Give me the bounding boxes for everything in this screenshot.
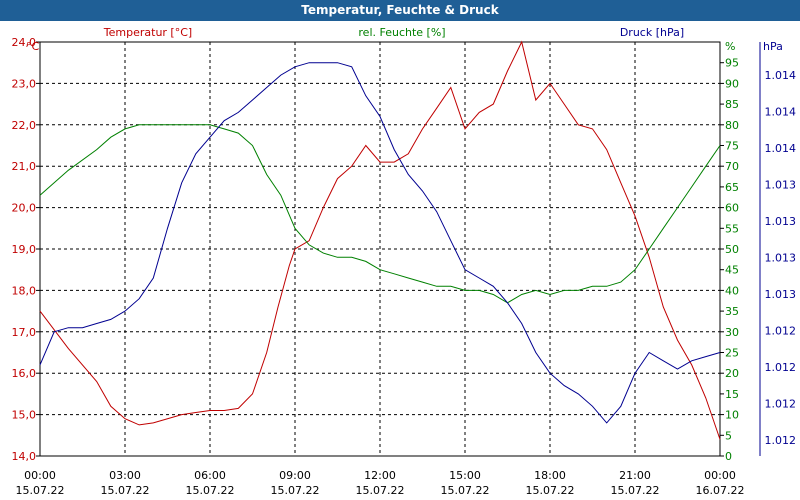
- press-tick-label: 1.013: [765, 288, 797, 301]
- temp-tick-label: 15,0: [12, 409, 37, 422]
- x-tick-time: 03:00: [109, 469, 141, 482]
- hum-tick-label: 95: [725, 57, 739, 70]
- x-tick-date: 15.07.22: [271, 484, 320, 497]
- x-tick-time: 18:00: [534, 469, 566, 482]
- x-tick-date: 15.07.22: [526, 484, 575, 497]
- temp-tick-label: 14,0: [12, 450, 37, 463]
- hum-tick-label: 0: [725, 450, 732, 463]
- hum-tick-label: 60: [725, 202, 739, 215]
- hum-tick-label: 10: [725, 409, 739, 422]
- hum-tick-label: 80: [725, 119, 739, 132]
- legend-press: Druck [hPa]: [620, 26, 684, 39]
- x-tick-time: 12:00: [364, 469, 396, 482]
- press-tick-label: 1.013: [765, 179, 797, 192]
- hum-tick-label: 30: [725, 326, 739, 339]
- temp-tick-label: 18,0: [12, 284, 37, 297]
- hum-tick-label: 65: [725, 181, 739, 194]
- press-tick-label: 1.012: [765, 434, 797, 447]
- x-tick-time: 09:00: [279, 469, 311, 482]
- press-tick-label: 1.014: [765, 106, 797, 119]
- temp-tick-label: 20,0: [12, 202, 37, 215]
- press-tick-label: 1.012: [765, 361, 797, 374]
- temp-tick-label: 22,0: [12, 119, 37, 132]
- series-line-press: [39, 62, 721, 424]
- legend-hum: rel. Feuchte [%]: [358, 26, 445, 39]
- hum-tick-label: 85: [725, 98, 739, 111]
- x-tick-date: 15.07.22: [101, 484, 150, 497]
- press-tick-label: 1.012: [765, 398, 797, 411]
- temp-tick-label: 17,0: [12, 326, 37, 339]
- series-line-hum: [39, 124, 721, 304]
- hum-tick-label: 55: [725, 222, 739, 235]
- hum-tick-label: 35: [725, 305, 739, 318]
- x-tick-time: 00:00: [24, 469, 56, 482]
- temp-tick-label: 21,0: [12, 160, 37, 173]
- press-tick-label: 1.013: [765, 252, 797, 265]
- x-tick-date: 15.07.22: [356, 484, 405, 497]
- press-tick-label: 1.013: [765, 215, 797, 228]
- temp-tick-label: 19,0: [12, 243, 37, 256]
- temp-axis-unit: °C: [26, 40, 40, 53]
- x-tick-date: 15.07.22: [611, 484, 660, 497]
- hum-axis-unit: %: [725, 40, 735, 53]
- press-axis-unit: hPa: [763, 40, 783, 53]
- temp-tick-label: 23,0: [12, 77, 37, 90]
- hum-tick-label: 45: [725, 264, 739, 277]
- series-line-temp: [39, 40, 721, 440]
- temp-tick-label: 16,0: [12, 367, 37, 380]
- press-tick-label: 1.014: [765, 69, 797, 82]
- hum-tick-label: 20: [725, 367, 739, 380]
- x-tick-date: 15.07.22: [441, 484, 490, 497]
- hum-tick-label: 40: [725, 284, 739, 297]
- hum-tick-label: 25: [725, 347, 739, 360]
- x-tick-time: 06:00: [194, 469, 226, 482]
- hum-tick-label: 75: [725, 140, 739, 153]
- hum-tick-label: 50: [725, 243, 739, 256]
- x-tick-time: 21:00: [619, 469, 651, 482]
- press-tick-label: 1.014: [765, 142, 797, 155]
- press-tick-label: 1.012: [765, 325, 797, 338]
- chart-title: Temperatur, Feuchte & Druck: [0, 0, 800, 21]
- hum-tick-label: 15: [725, 388, 739, 401]
- hum-tick-label: 5: [725, 429, 732, 442]
- x-tick-time: 00:00: [704, 469, 736, 482]
- hum-tick-label: 70: [725, 160, 739, 173]
- x-tick-date: 15.07.22: [16, 484, 65, 497]
- temp-tick-label: 24,0: [12, 36, 37, 49]
- x-tick-date: 15.07.22: [186, 484, 235, 497]
- legend-temp: Temperatur [°C]: [103, 26, 192, 39]
- x-tick-date: 16.07.22: [696, 484, 745, 497]
- x-tick-time: 15:00: [449, 469, 481, 482]
- hum-tick-label: 90: [725, 77, 739, 90]
